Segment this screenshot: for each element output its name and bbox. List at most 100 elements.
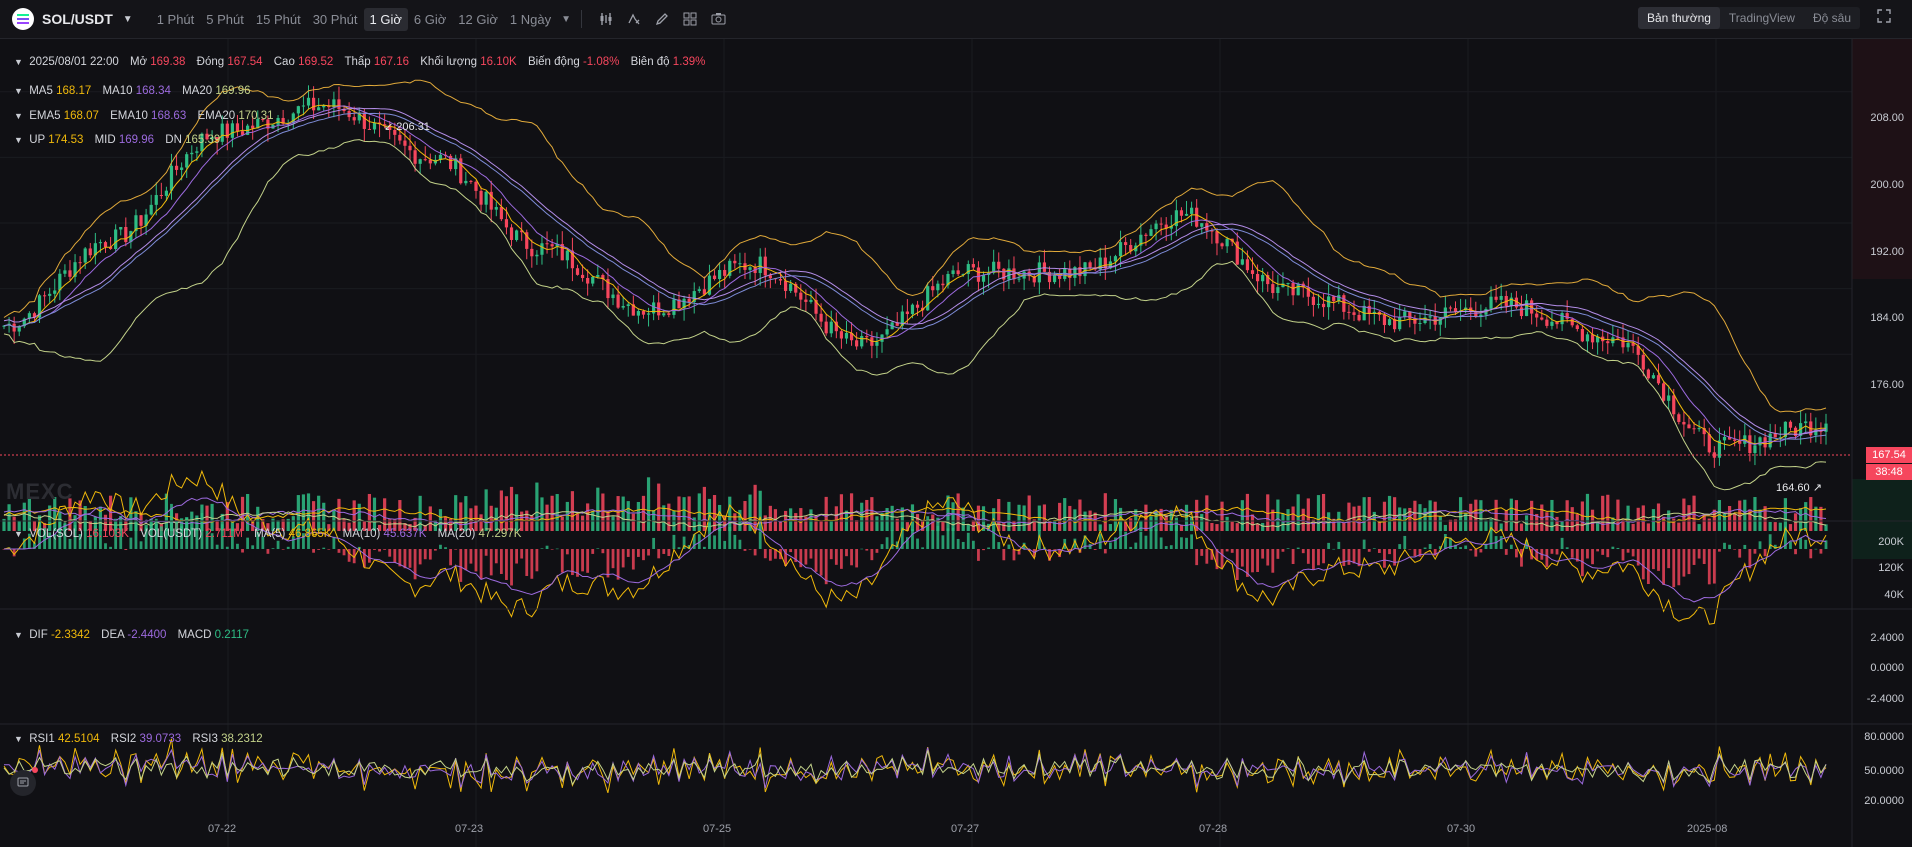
candle-body: [941, 283, 945, 286]
layout-icon[interactable]: [676, 5, 704, 33]
indicator-icon[interactable]: [592, 5, 620, 33]
macd-histogram-bar: [1682, 549, 1686, 577]
macd-histogram-bar: [789, 549, 793, 553]
view-basic[interactable]: Bản thường: [1637, 7, 1720, 29]
macd-histogram-bar: [109, 546, 112, 549]
collapse-chevron-icon[interactable]: ▼: [14, 529, 23, 539]
interval-more-icon[interactable]: ▼: [561, 13, 571, 25]
candle-body: [1321, 303, 1326, 308]
view-tradingview[interactable]: TradingView: [1728, 11, 1795, 25]
macd-histogram-bar: [763, 549, 767, 559]
candle-body: [108, 247, 113, 250]
volume-bar: [499, 490, 503, 531]
candle-body: [641, 311, 646, 315]
interval-15m[interactable]: 15 Phút: [255, 11, 301, 27]
macd-histogram-bar: [368, 549, 371, 563]
interval-1m[interactable]: 1 Phút: [156, 11, 195, 27]
pencil-icon[interactable]: [648, 5, 676, 33]
volume-bar: [408, 523, 412, 531]
open-value: 169.38: [150, 56, 186, 68]
volume-bar: [1093, 512, 1097, 531]
interval-12h[interactable]: 12 Giờ: [458, 11, 498, 27]
candle-body: [596, 275, 600, 277]
volume-bar: [362, 521, 366, 531]
candle-body: [1235, 241, 1239, 265]
macd-histogram-bar: [1058, 549, 1062, 558]
macd-histogram-bar: [921, 547, 925, 549]
candle-body: [1184, 213, 1189, 216]
volume-bar: [1387, 495, 1392, 531]
view-depth[interactable]: Độ sâu: [1812, 11, 1851, 25]
volume-bar: [322, 502, 326, 531]
macd-histogram-bar: [296, 530, 300, 549]
interval-1h[interactable]: 1 Giờ: [363, 7, 408, 31]
collapse-chevron-icon[interactable]: ▼: [14, 57, 23, 67]
symbol-label[interactable]: SOL/USDT: [42, 11, 113, 27]
collapse-chevron-icon[interactable]: ▼: [14, 734, 23, 744]
collapse-chevron-icon[interactable]: ▼: [14, 86, 23, 96]
symbol-dropdown-icon[interactable]: ▼: [122, 13, 133, 25]
formula-icon[interactable]: [620, 5, 648, 33]
candle-body: [1210, 230, 1214, 232]
candle-body: [1494, 296, 1498, 300]
interval-30m[interactable]: 30 Phút: [312, 11, 358, 27]
camera-icon[interactable]: [704, 5, 732, 33]
macd-histogram-bar: [129, 537, 133, 549]
low-value: 167.16: [373, 56, 410, 68]
interval-6h[interactable]: 6 Giờ: [413, 11, 447, 27]
macd-histogram-bar: [1474, 549, 1478, 557]
macd-histogram-bar: [799, 549, 803, 568]
macd-histogram-bar: [337, 549, 341, 553]
collapse-chevron-icon[interactable]: ▼: [14, 111, 23, 121]
candle-body: [271, 124, 275, 129]
volume-bar: [479, 514, 483, 531]
date-axis-label: 07-30: [1447, 823, 1476, 835]
macd-histogram-bar: [1306, 549, 1310, 564]
collapse-chevron-icon[interactable]: ▼: [14, 135, 23, 145]
macd-histogram-bar: [1037, 530, 1041, 549]
chat-float-button[interactable]: [10, 770, 36, 796]
candle-body: [48, 293, 52, 296]
macd-histogram-bar: [1190, 534, 1193, 549]
candle-body: [900, 311, 904, 326]
macd-histogram-bar: [728, 526, 732, 549]
volume-bar: [1743, 499, 1747, 531]
candle-body: [449, 155, 453, 170]
candle-body: [1453, 308, 1458, 312]
macd-histogram-bar: [1317, 549, 1320, 566]
macd-histogram-bar: [1611, 546, 1615, 549]
volume-bar: [875, 516, 879, 531]
interval-1d[interactable]: 1 Ngày: [509, 11, 552, 27]
macd-histogram-bar: [1367, 549, 1371, 552]
collapse-chevron-icon[interactable]: ▼: [14, 630, 23, 640]
macd-histogram-bar: [1515, 549, 1518, 558]
volume-bar: [712, 495, 717, 531]
volume-bar: [657, 483, 661, 531]
volume-bar: [1788, 524, 1793, 531]
volume-bar: [834, 506, 838, 531]
candle-body: [672, 299, 676, 315]
macd-histogram-bar: [718, 527, 722, 549]
candle-body: [1276, 287, 1280, 294]
rsi2-value: 39.0733: [139, 733, 182, 745]
macd-histogram-bar: [855, 549, 859, 568]
candlestick-chart[interactable]: [0, 39, 1912, 847]
candle-body: [494, 207, 498, 210]
macd-histogram-bar: [586, 549, 590, 573]
macd-histogram-bar: [1657, 549, 1660, 571]
candle-body: [1540, 317, 1544, 320]
candle-body: [306, 97, 311, 106]
candle-body: [311, 97, 316, 111]
candle-body: [575, 268, 580, 275]
fullscreen-icon[interactable]: [1876, 8, 1898, 30]
volume-bar: [1113, 499, 1118, 531]
macd-histogram-bar: [505, 549, 508, 580]
vol-ma5-line: [3, 506, 1827, 524]
candle-body: [1357, 314, 1361, 321]
macd-histogram-bar: [657, 549, 661, 559]
macd-histogram-bar: [971, 540, 975, 549]
volume-bar: [743, 501, 747, 531]
volume-bar: [885, 508, 889, 531]
boll-dn-label: DN: [165, 134, 182, 146]
interval-5m[interactable]: 5 Phút: [206, 11, 244, 27]
